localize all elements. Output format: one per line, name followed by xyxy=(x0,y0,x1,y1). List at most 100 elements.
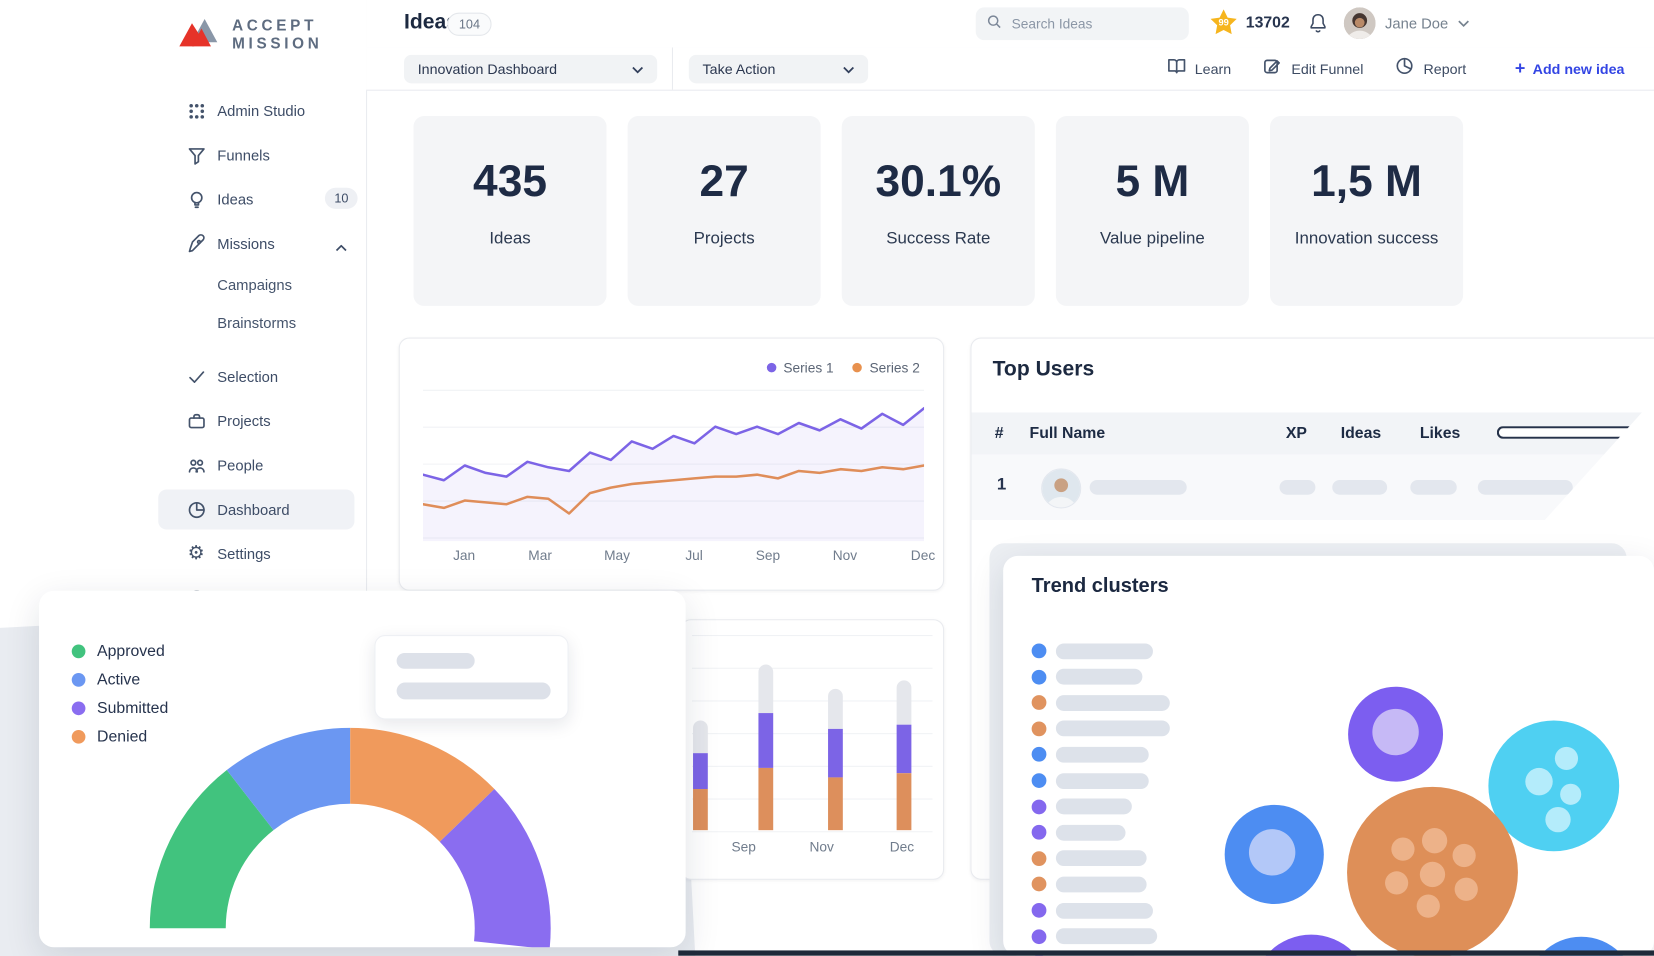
table-row[interactable]: 1 xyxy=(971,454,1654,521)
cluster-orange-big[interactable] xyxy=(1347,786,1518,956)
trend-list-item xyxy=(1031,692,1170,713)
sidebar-badge: 10 xyxy=(324,187,358,209)
placeholder-bar xyxy=(1055,772,1149,789)
bar-segment-gray xyxy=(896,680,912,725)
bubble-inner-circle xyxy=(1248,829,1296,876)
x-tick-label: Nov xyxy=(809,838,834,855)
trend-list-item xyxy=(1031,770,1149,791)
report-icon xyxy=(1395,56,1415,81)
top-users-table-header: # Full Name XP Ideas Likes xyxy=(971,412,1654,455)
sidebar-item-settings[interactable]: ⚙ Settings xyxy=(0,532,366,576)
placeholder-bar xyxy=(1055,668,1143,685)
status-legend-item-active: Active xyxy=(71,666,169,694)
gridline xyxy=(691,635,933,637)
stat-label: Projects xyxy=(693,229,755,248)
report-button[interactable]: Report xyxy=(1395,56,1466,81)
learn-button[interactable]: Learn xyxy=(1166,56,1231,81)
chevron-down-icon xyxy=(843,60,855,79)
people-icon xyxy=(186,455,207,476)
bar-segment-orange xyxy=(828,777,843,831)
x-tick-label: Dec xyxy=(910,547,936,564)
status-legend-item-approved: Approved xyxy=(71,637,169,665)
settings-icon: ⚙ xyxy=(187,542,205,565)
cluster-blue-left[interactable] xyxy=(1224,804,1324,905)
sidebar-item-projects[interactable]: Projects xyxy=(0,399,366,443)
sidebar-nav: Admin Studio Funnels Ideas 10 Missions Campai… xyxy=(0,89,366,621)
legend-dot xyxy=(71,672,86,687)
placeholder-bar xyxy=(1055,720,1170,737)
stat-label: Value pipeline xyxy=(1100,229,1205,248)
sidebar-item-selection[interactable]: Selection xyxy=(0,354,366,398)
bubble-inner-dot xyxy=(1452,843,1476,868)
column-header-ideas: Ideas xyxy=(1340,424,1382,442)
xp-score[interactable]: 99 13702 xyxy=(1209,8,1290,36)
legend-label: Denied xyxy=(97,727,148,746)
placeholder-bar xyxy=(1089,479,1187,495)
active-item-highlight xyxy=(158,489,355,530)
projects-icon xyxy=(186,410,207,431)
legend-label: Approved xyxy=(97,642,165,661)
sidebar-item-dashboard[interactable]: Dashboard xyxy=(0,487,366,531)
chevron-up-icon xyxy=(335,238,347,257)
stat-value: 5 M xyxy=(1115,156,1190,206)
bubble-inner-dot xyxy=(1560,783,1582,805)
search-input[interactable] xyxy=(1009,14,1172,33)
placeholder-bar xyxy=(1055,798,1132,815)
cluster-purple-top[interactable] xyxy=(1348,686,1444,782)
placeholder-bar xyxy=(396,682,551,700)
trend-dot-blue xyxy=(1031,643,1047,659)
sidebar-item-label: Selection xyxy=(217,368,279,386)
sidebar-item-brainstorms[interactable]: Brainstorms xyxy=(0,304,366,342)
placeholder-bar xyxy=(396,652,475,669)
x-tick-label: May xyxy=(604,547,631,564)
chevron-down-icon xyxy=(632,60,644,79)
stat-card-projects: 27 Projects xyxy=(627,116,821,306)
placeholder-bar xyxy=(1332,479,1388,495)
column-header-rank: # xyxy=(994,424,1004,442)
sidebar-item-label: Funnels xyxy=(217,146,270,164)
search-box[interactable] xyxy=(975,7,1189,41)
status-legend-item-submitted: Submitted xyxy=(71,694,169,722)
legend-dot xyxy=(71,701,86,716)
sidebar-item-campaigns[interactable]: Campaigns xyxy=(0,266,366,304)
sidebar-item-admin-studio[interactable]: Admin Studio xyxy=(0,89,366,133)
stat-value: 30.1% xyxy=(875,156,1002,206)
trend-dot-blue xyxy=(1031,669,1047,685)
placeholder-bar xyxy=(1055,850,1147,867)
sidebar-item-missions[interactable]: Missions xyxy=(0,222,366,266)
trend-dot-orange xyxy=(1031,876,1047,892)
gridline xyxy=(691,700,933,702)
edit-funnel-button[interactable]: Edit Funnel xyxy=(1263,56,1363,81)
sidebar-item-people[interactable]: People xyxy=(0,443,366,487)
take-action-select[interactable]: Take Action xyxy=(688,54,869,84)
trend-list-item xyxy=(1031,900,1153,921)
missions-icon xyxy=(186,233,207,254)
trend-clusters-card: Trend clusters xyxy=(1003,555,1654,956)
legend-label: Submitted xyxy=(97,699,169,718)
placeholder-bar xyxy=(1477,479,1573,495)
sidebar-item-label: People xyxy=(217,456,264,474)
stacked-bar xyxy=(758,664,774,831)
sidebar-item-funnels[interactable]: Funnels xyxy=(0,133,366,177)
gridline xyxy=(691,831,933,833)
sidebar-item-ideas[interactable]: Ideas 10 xyxy=(0,177,366,221)
user-menu[interactable]: Jane Doe xyxy=(1343,7,1469,40)
dashboard-select[interactable]: Innovation Dashboard xyxy=(404,54,658,84)
trend-list-item xyxy=(1031,666,1143,687)
gauge-segment-submitted xyxy=(439,789,551,948)
dashboard-icon xyxy=(186,499,207,520)
gridline xyxy=(691,765,933,767)
add-new-idea-button[interactable]: + Add new idea xyxy=(1515,47,1625,89)
cluster-cyan[interactable] xyxy=(1488,720,1620,852)
svg-text:99: 99 xyxy=(1218,18,1228,28)
notifications-bell-icon[interactable] xyxy=(1308,13,1328,40)
gauge-segment-approved xyxy=(149,770,274,929)
stacked-bar xyxy=(693,720,708,831)
trend-list-item xyxy=(1031,744,1149,765)
sidebar-item-label: Missions xyxy=(217,235,275,253)
sidebar-item-label: Settings xyxy=(217,545,271,563)
placeholder-bar xyxy=(1410,479,1457,495)
idea-status-card: Approved Active Submitted Denied xyxy=(39,590,686,948)
status-legend: Approved Active Submitted Denied xyxy=(71,637,169,751)
legend-item-series-1: Series 1 xyxy=(766,360,834,376)
